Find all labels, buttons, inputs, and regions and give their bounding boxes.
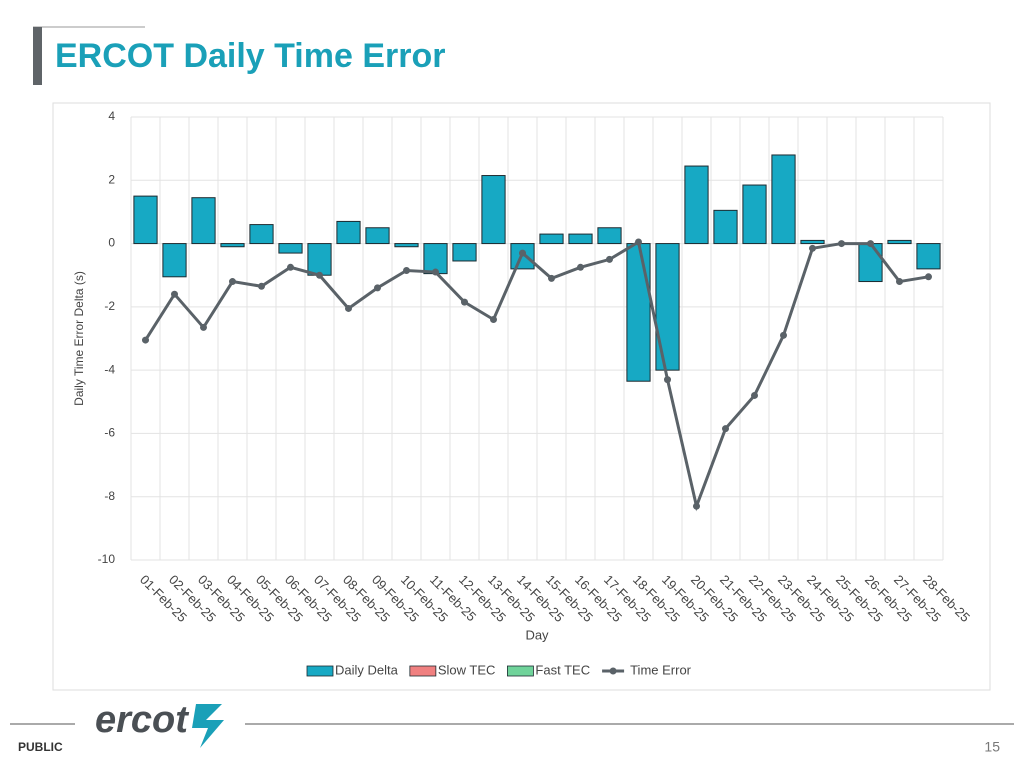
bar: [626, 243, 651, 382]
line-point: [432, 268, 439, 276]
bar: [133, 195, 158, 245]
line-point: [171, 290, 178, 298]
line-point: [896, 278, 903, 286]
y-tick-label: -2: [104, 299, 115, 313]
line-point: [751, 391, 758, 399]
bar: [191, 197, 216, 245]
line-point: [925, 273, 932, 281]
y-axis-label: Daily Time Error Delta (s): [72, 271, 86, 406]
line-point: [490, 316, 497, 324]
line-point: [142, 336, 149, 344]
x-axis-label: Day: [525, 627, 549, 642]
bar: [858, 243, 883, 283]
line-point: [374, 284, 381, 292]
legend-label: Slow TEC: [438, 662, 496, 677]
title-bar: [33, 27, 42, 85]
y-tick-label: 4: [108, 109, 115, 123]
line-point: [577, 263, 584, 271]
bar: [249, 224, 274, 245]
line-point: [722, 425, 729, 433]
bar: [278, 243, 303, 254]
line-point: [664, 376, 671, 384]
line-point: [403, 266, 410, 274]
legend-swatch: [306, 665, 334, 677]
slide-title: ERCOT Daily Time Error: [55, 37, 446, 75]
legend-label: Fast TEC: [535, 662, 590, 677]
footer-label: PUBLIC: [18, 740, 63, 754]
legend-swatch: [507, 665, 534, 677]
bar: [336, 220, 361, 245]
bar: [800, 239, 825, 245]
line-point: [316, 271, 323, 279]
bar: [916, 243, 941, 270]
bar: [162, 243, 187, 278]
bar: [452, 243, 477, 262]
line-point: [548, 274, 555, 282]
line-point: [258, 282, 265, 290]
line-point: [809, 244, 816, 252]
line-point: [200, 323, 207, 331]
bar: [742, 184, 767, 245]
logo-mark: [192, 704, 224, 748]
y-tick-label: -4: [104, 362, 115, 376]
bar: [481, 175, 506, 245]
line-point: [287, 263, 294, 271]
y-tick-label: 0: [108, 236, 115, 250]
bar: [771, 154, 796, 245]
bar: [597, 227, 622, 245]
bar: [568, 233, 593, 245]
bar: [539, 233, 564, 245]
line-point: [345, 304, 352, 312]
bar: [713, 209, 738, 245]
bar: [655, 243, 680, 371]
bar: [394, 243, 419, 248]
legend-label: Time Error: [630, 662, 692, 677]
legend-swatch-point: [609, 667, 617, 675]
line-point: [519, 249, 526, 257]
y-tick-label: -10: [98, 552, 116, 566]
page-number: 15: [984, 739, 1000, 755]
line-point: [635, 238, 642, 246]
line-point: [838, 240, 845, 248]
bar: [887, 239, 912, 245]
bar: [220, 243, 245, 248]
line-point: [780, 331, 787, 339]
bar: [307, 243, 332, 276]
legend-swatch: [409, 665, 437, 677]
logo: ercot: [95, 699, 189, 741]
line-point: [693, 502, 700, 510]
line-point: [606, 255, 613, 263]
bar: [684, 165, 709, 245]
line-point: [461, 298, 468, 306]
line-point: [229, 278, 236, 286]
line: [144, 239, 929, 512]
y-tick-label: -8: [104, 489, 115, 503]
legend-label: Daily Delta: [335, 662, 399, 677]
y-tick-label: -6: [104, 426, 115, 440]
y-tick-label: 2: [108, 172, 115, 186]
line-point: [867, 240, 874, 248]
bar: [365, 227, 390, 245]
